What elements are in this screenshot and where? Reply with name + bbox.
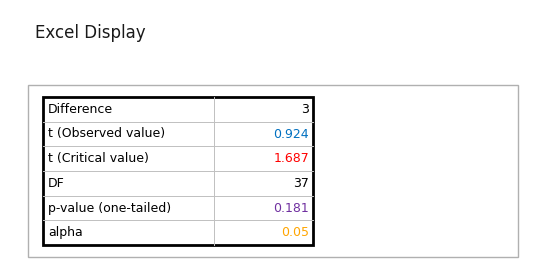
Text: t (Critical value): t (Critical value)	[48, 152, 149, 165]
Text: 1.687: 1.687	[274, 152, 309, 165]
Text: Difference: Difference	[48, 103, 113, 116]
Text: 37: 37	[293, 177, 309, 190]
Text: 0.181: 0.181	[274, 201, 309, 214]
Text: 0.924: 0.924	[274, 127, 309, 140]
Text: 0.05: 0.05	[281, 226, 309, 239]
Text: t (Observed value): t (Observed value)	[48, 127, 165, 140]
Bar	[43, 97, 313, 245]
Text: 3: 3	[301, 103, 309, 116]
Bar	[28, 85, 518, 257]
Text: p-value (one-tailed): p-value (one-tailed)	[48, 201, 171, 214]
Text: Excel Display: Excel Display	[35, 24, 146, 42]
Text: alpha: alpha	[48, 226, 83, 239]
Text: DF: DF	[48, 177, 65, 190]
